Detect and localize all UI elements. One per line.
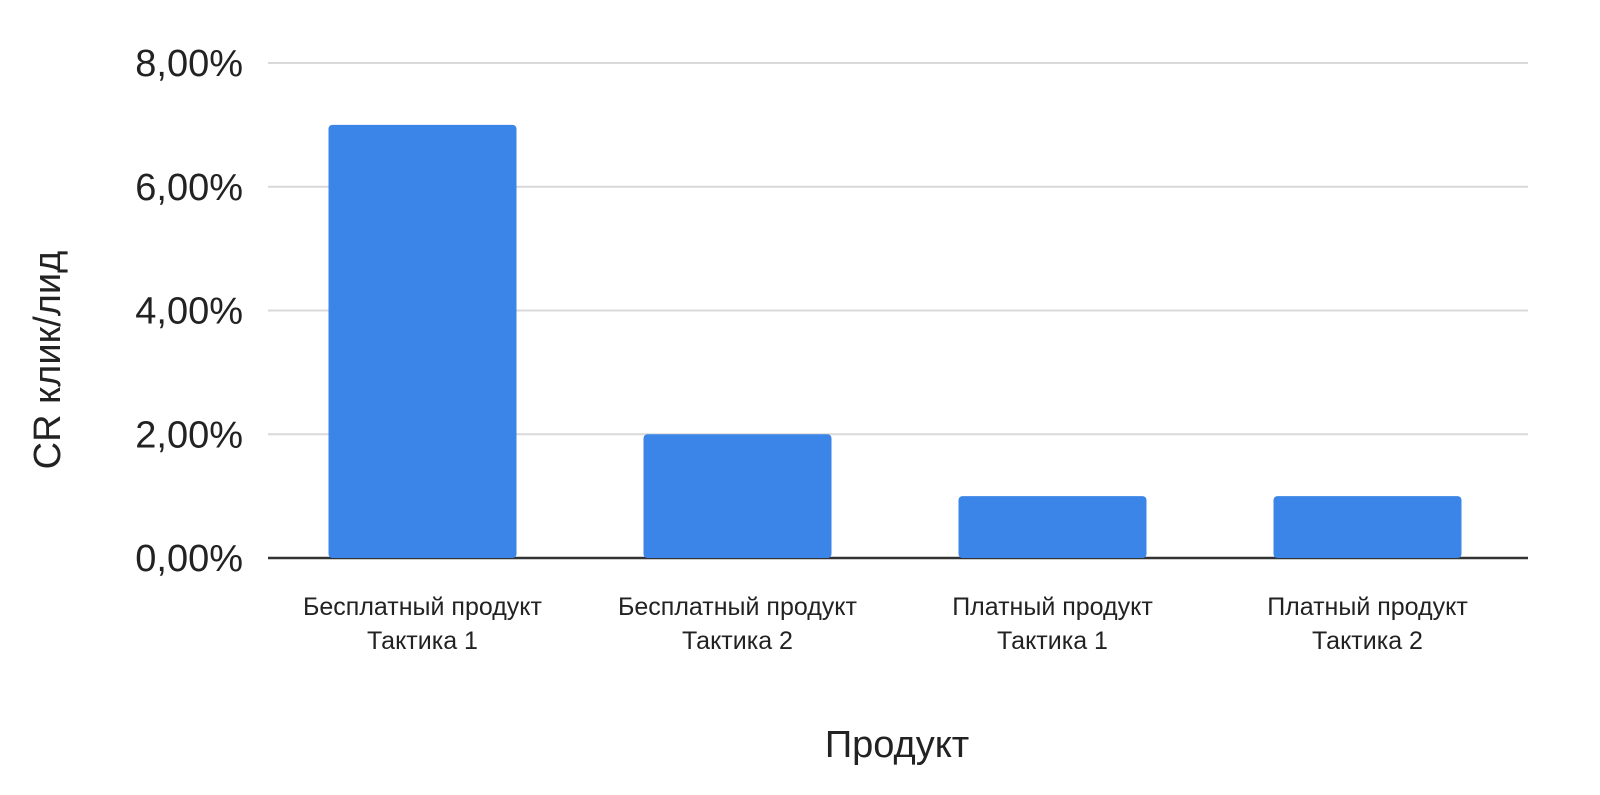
x-tick-label-line: Бесплатный продукт xyxy=(618,593,858,621)
y-tick-label: 8,00% xyxy=(135,43,243,85)
y-tick-label: 2,00% xyxy=(135,414,243,456)
x-tick-label-line: Тактика 1 xyxy=(367,627,478,655)
x-tick-label-line: Платный продукт xyxy=(952,593,1153,621)
x-tick-label-line: Тактика 2 xyxy=(1312,627,1423,655)
x-tick-label-line: Платный продукт xyxy=(1267,593,1468,621)
bars xyxy=(328,124,1462,558)
x-tick-label-line: Тактика 2 xyxy=(682,627,793,655)
x-tick-label: Платный продукт Тактика 2 xyxy=(1267,593,1468,655)
bar xyxy=(1273,496,1462,558)
x-tick-label: Платный продукт Тактика 1 xyxy=(952,593,1153,655)
y-axis-title: CR клик/лид xyxy=(27,251,69,470)
x-tick-label-line: Тактика 1 xyxy=(997,627,1108,655)
x-tick-label: Бесплатный продукт Тактика 2 xyxy=(618,593,858,655)
bar xyxy=(958,496,1147,558)
bar xyxy=(328,124,517,558)
y-tick-label: 0,00% xyxy=(135,538,243,580)
y-tick-label: 4,00% xyxy=(135,291,243,333)
y-axis-ticks: 0,00% 2,00% 4,00% 6,00% 8,00% xyxy=(135,43,243,580)
x-tick-label-line: Бесплатный продукт xyxy=(303,593,543,621)
x-tick-label: Бесплатный продукт Тактика 1 xyxy=(303,593,543,655)
bar xyxy=(643,434,832,558)
y-tick-label: 6,00% xyxy=(135,167,243,209)
x-axis-title: Продукт xyxy=(825,724,969,766)
